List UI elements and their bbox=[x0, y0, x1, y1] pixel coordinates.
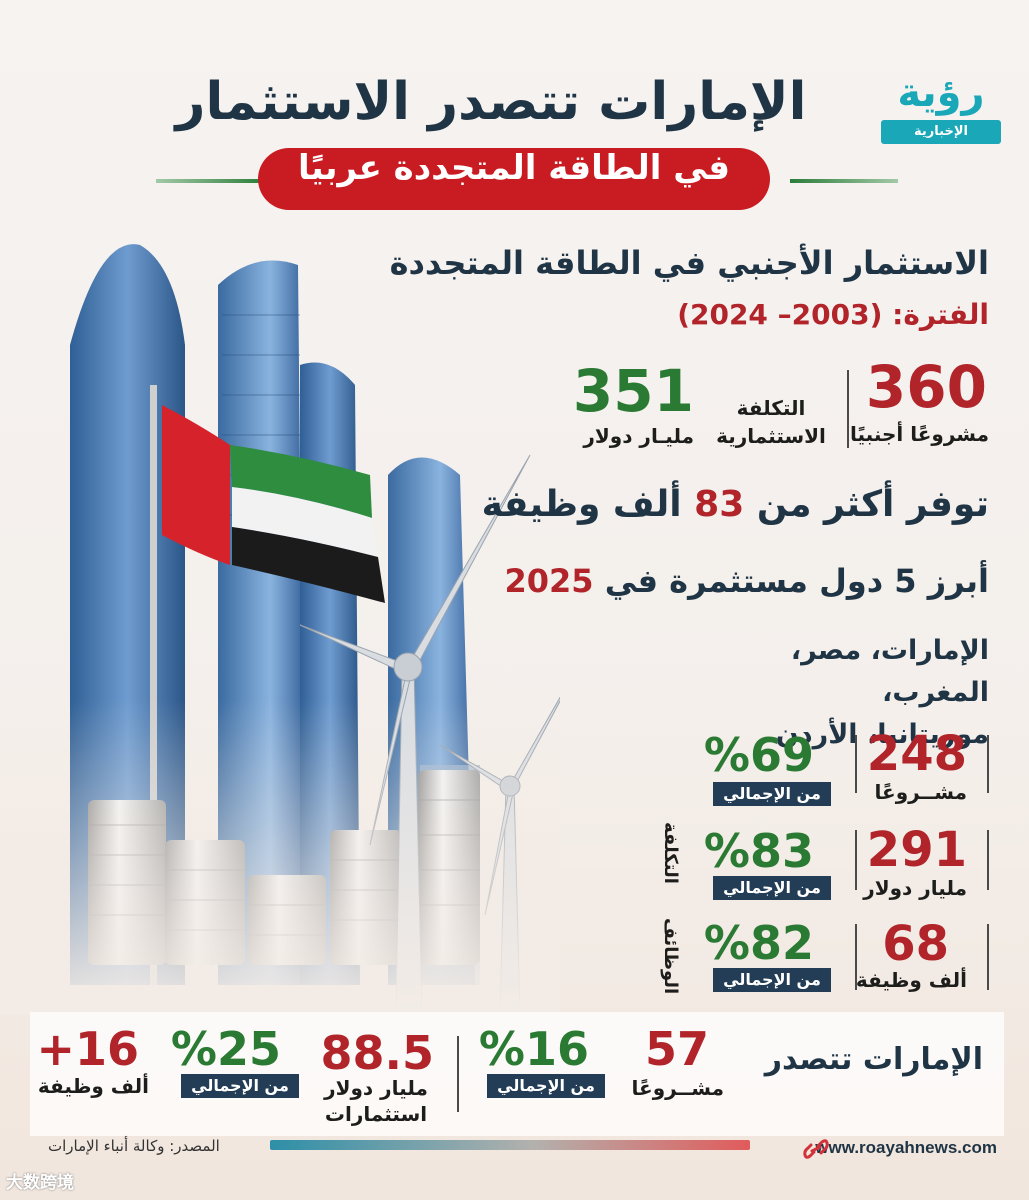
share-row-3-pct: %82 bbox=[703, 916, 814, 970]
top5-prefix: أبرز 5 دول مستثمرة في bbox=[593, 562, 989, 600]
divider bbox=[855, 924, 857, 990]
fdi-projects-value: 360 bbox=[865, 353, 987, 421]
divider bbox=[847, 370, 849, 448]
share-row-1-pct: %69 bbox=[703, 728, 814, 782]
link-icon bbox=[803, 1139, 829, 1159]
uae-projects-label: مشــروعًا bbox=[631, 1076, 724, 1100]
uae-projects-value: 57 bbox=[644, 1022, 709, 1076]
source-text: المصدر: وكالة أنباء الإمارات bbox=[48, 1137, 220, 1155]
fdi-title: الاستثمار الأجنبي في الطاقة المتجددة bbox=[389, 244, 989, 282]
website-url[interactable]: www.roayahnews.com bbox=[815, 1138, 997, 1157]
jobs-prefix: توفر أكثر من bbox=[744, 484, 989, 525]
jobs-suffix: ألف وظيفة bbox=[481, 484, 695, 525]
share-row-2-pct: %83 bbox=[703, 824, 814, 878]
share-row-3-label: ألف وظيفة bbox=[855, 968, 967, 992]
divider bbox=[987, 735, 989, 793]
divider bbox=[987, 830, 989, 890]
top5-year: 2025 bbox=[504, 562, 594, 600]
uae-leads-title: الإمارات تتصدر bbox=[764, 1042, 983, 1077]
share-row-2-value: 291 bbox=[866, 822, 967, 878]
uae-invest-pct: %25 bbox=[170, 1022, 281, 1076]
uae-jobs-label: ألف وظيفة bbox=[37, 1074, 149, 1098]
uae-projects-pct: %16 bbox=[478, 1022, 589, 1076]
fdi-cost-value: 351 bbox=[572, 357, 694, 425]
side-label-jobs: الوظائف bbox=[660, 918, 681, 995]
fdi-cost-label-2: الاستثمارية bbox=[716, 424, 826, 448]
roayah-logo: رؤية الإخبارية bbox=[881, 70, 1001, 150]
share-row-1-label: مشــروعًا bbox=[874, 780, 967, 804]
jobs-value: 83 bbox=[694, 484, 745, 525]
uae-projects-badge: من الإجمالي bbox=[487, 1074, 605, 1098]
divider-left bbox=[156, 179, 264, 183]
countries-line-2: موريتانيا، الأردن bbox=[775, 719, 989, 750]
uae-invest-value: 88.5 bbox=[320, 1026, 435, 1080]
uae-invest-badge: من الإجمالي bbox=[181, 1074, 299, 1098]
fdi-cost-label-1: التكلفة bbox=[736, 396, 806, 420]
fdi-cost-unit: مليـار دولار bbox=[583, 424, 694, 448]
top5-countries: الإمارات، مصر، المغرب، موريتانيا، الأردن bbox=[689, 630, 989, 756]
top5-title: أبرز 5 دول مستثمرة في 2025 bbox=[505, 562, 990, 600]
share-row-3-value: 68 bbox=[882, 916, 949, 972]
divider-right bbox=[790, 179, 898, 183]
share-row-2-badge: من الإجمالي bbox=[713, 876, 831, 900]
illustration bbox=[0, 225, 560, 1015]
share-row-1-badge: من الإجمالي bbox=[713, 782, 831, 806]
fdi-period: الفترة: (2003– 2024) bbox=[677, 298, 989, 331]
logo-wordmark: رؤية bbox=[897, 70, 985, 116]
footer-gradient-line bbox=[270, 1140, 750, 1150]
jobs-headline: توفر أكثر من 83 ألف وظيفة bbox=[482, 484, 989, 525]
side-label-cost: التكلفة bbox=[660, 822, 681, 884]
uae-invest-label-1: مليار دولار bbox=[324, 1076, 428, 1100]
share-row-1-value: 248 bbox=[866, 726, 967, 782]
logo-band: الإخبارية bbox=[881, 120, 1001, 144]
watermark: 大数跨境 bbox=[6, 1173, 74, 1193]
divider bbox=[987, 924, 989, 990]
share-row-2-label: مليار دولار bbox=[863, 876, 967, 900]
divider bbox=[855, 830, 857, 890]
share-row-3-badge: من الإجمالي bbox=[713, 968, 831, 992]
countries-line-1: الإمارات، مصر، المغرب، bbox=[790, 635, 989, 708]
fdi-projects-label: مشروعًا أجنبيًا bbox=[849, 422, 989, 446]
page-subtitle: في الطاقة المتجددة عربيًا bbox=[258, 148, 770, 210]
uae-invest-label-2: استثمارات bbox=[324, 1102, 428, 1126]
divider bbox=[457, 1036, 459, 1112]
page-title: الإمارات تتصدر الاستثمار bbox=[175, 72, 807, 132]
divider bbox=[855, 735, 857, 793]
uae-jobs-value: +16 bbox=[36, 1022, 139, 1076]
